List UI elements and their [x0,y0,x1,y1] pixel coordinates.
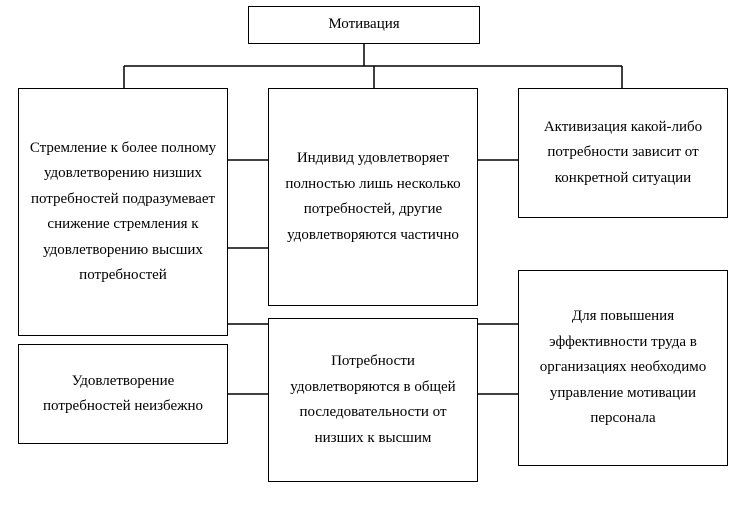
node-root: Мотивация [248,6,480,44]
node-right-top: Активизация какой-либо потребности завис… [518,88,728,218]
node-left-bottom: Удовлетворение потребностей неизбежно [18,344,228,444]
node-left-top: Стремление к более полному удовлетворени… [18,88,228,336]
node-center-top: Индивид удовлетворяет полностью лишь нес… [268,88,478,306]
node-center-top-label: Индивид удовлетворяет полностью лишь нес… [277,146,469,248]
node-left-bottom-label: Удовлетворение потребностей неизбежно [27,369,219,420]
node-center-bottom: Потребности удовлетворяются в общей посл… [268,318,478,482]
node-right-bottom: Для повышения эффективности труда в орга… [518,270,728,466]
node-right-top-label: Активизация какой-либо потребности завис… [527,115,719,192]
node-root-label: Мотивация [328,12,399,38]
node-center-bottom-label: Потребности удовлетворяются в общей посл… [277,349,469,451]
node-right-bottom-label: Для повышения эффективности труда в орга… [527,304,719,432]
node-left-top-label: Стремление к более полному удовлетворени… [27,136,219,289]
